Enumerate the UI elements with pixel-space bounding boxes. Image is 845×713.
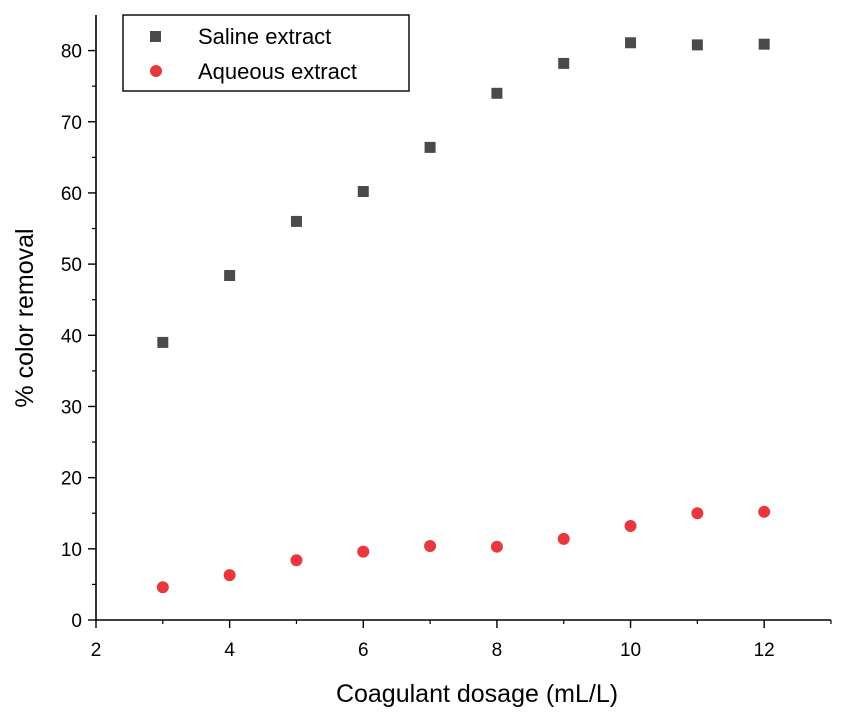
y-tick-label: 60: [61, 184, 82, 205]
point-aqueous-extract: [223, 569, 236, 582]
point-aqueous-extract: [624, 520, 637, 533]
y-axis-title: % color removal: [11, 228, 39, 407]
point-saline-extract: [758, 38, 770, 50]
point-aqueous-extract: [490, 540, 503, 553]
y-tick-label: 40: [61, 326, 82, 347]
x-tick-label: 8: [492, 640, 503, 661]
x-tick-label: 4: [224, 640, 235, 661]
point-aqueous-extract: [357, 545, 370, 558]
y-tick-label: 50: [61, 255, 82, 276]
legend-marker-saline-extract: [150, 31, 161, 42]
legend-label-saline-extract: Saline extract: [198, 24, 331, 49]
y-tick-label: 0: [71, 611, 82, 632]
point-saline-extract: [625, 37, 637, 49]
x-axis-title: Coagulant dosage (mL/L): [336, 680, 618, 708]
y-tick-label: 30: [61, 397, 82, 418]
legend-label-aqueous-extract: Aqueous extract: [198, 59, 357, 84]
x-tick-label: 6: [358, 640, 369, 661]
point-aqueous-extract: [290, 554, 303, 567]
point-saline-extract: [224, 270, 236, 282]
point-saline-extract: [558, 57, 570, 69]
point-aqueous-extract: [758, 505, 771, 518]
x-axis-ticks: 2 4 6 8 10 12: [91, 620, 832, 661]
point-saline-extract: [290, 215, 302, 227]
x-tick-label: 2: [91, 640, 102, 661]
y-axis-ticks: 0 10 20 30 40 50 60 70 80: [61, 42, 96, 632]
point-aqueous-extract: [691, 507, 704, 520]
legend-marker-aqueous-extract: [150, 65, 162, 77]
point-aqueous-extract: [557, 532, 570, 545]
legend: Saline extract Aqueous extract: [122, 14, 410, 92]
point-saline-extract: [357, 186, 369, 198]
legend-box: [122, 14, 410, 92]
x-tick-label: 12: [754, 640, 775, 661]
point-saline-extract: [691, 39, 703, 51]
y-tick-label: 80: [61, 42, 82, 63]
point-aqueous-extract: [156, 581, 169, 594]
y-tick-label: 10: [61, 540, 82, 561]
x-tick-label: 10: [620, 640, 641, 661]
data-points: [156, 37, 771, 594]
y-tick-label: 70: [61, 113, 82, 134]
point-saline-extract: [157, 336, 169, 348]
point-saline-extract: [491, 87, 503, 99]
y-tick-label: 20: [61, 469, 82, 490]
point-aqueous-extract: [424, 539, 437, 552]
point-saline-extract: [424, 141, 436, 153]
